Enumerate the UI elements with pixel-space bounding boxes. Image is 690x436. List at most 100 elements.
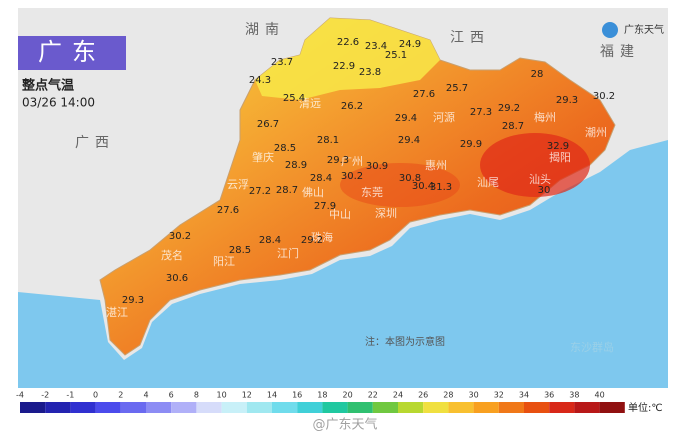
temperature: 30.8 — [399, 173, 421, 184]
temperature: 28.5 — [229, 245, 251, 256]
legend-swatch — [423, 402, 449, 413]
legend-swatch — [246, 402, 272, 413]
city-label: 潮州 — [585, 125, 607, 139]
temperature: 25.7 — [446, 83, 468, 94]
subtitle: 整点气温 — [21, 78, 74, 94]
temperature: 29.2 — [301, 235, 323, 246]
city-label: 河源 — [433, 110, 455, 124]
legend-tick: 30 — [469, 391, 479, 400]
title: 广东 — [38, 38, 106, 66]
warm-zone — [340, 163, 460, 207]
temperature: 31.3 — [430, 182, 452, 193]
legend-swatch — [146, 402, 172, 413]
legend-tick: 24 — [393, 391, 403, 400]
legend-swatch — [45, 402, 71, 413]
legend-swatch — [221, 402, 247, 413]
north-zone — [255, 18, 440, 100]
temperature: 28.7 — [502, 121, 524, 132]
temperature: 25.1 — [385, 50, 407, 61]
legend-swatch — [70, 402, 96, 413]
note: 注：本图为示意图 — [365, 335, 445, 348]
watermark: @广东天气 — [312, 417, 377, 433]
city-label: 中山 — [329, 208, 351, 221]
temperature: 30.2 — [341, 171, 363, 182]
temperature: 27.9 — [314, 201, 336, 212]
temperature: 28.4 — [310, 173, 332, 184]
legend-swatch — [196, 402, 222, 413]
province-label: 广西 — [75, 135, 115, 151]
temperature: 27.6 — [413, 89, 435, 100]
title-box — [18, 36, 126, 70]
city-label: 珠海 — [311, 230, 333, 244]
logo: 广东天气 — [624, 23, 664, 36]
temperature: 30 — [538, 185, 551, 196]
legend-tick: 20 — [343, 391, 353, 400]
hot-zone — [480, 133, 590, 197]
legend-tick: 18 — [317, 391, 327, 400]
temperature: 26.7 — [257, 119, 279, 130]
legend-tick: 38 — [569, 391, 579, 400]
legend-swatch — [171, 402, 197, 413]
temperature: 28.1 — [317, 135, 339, 146]
legend-swatch — [574, 402, 600, 413]
temperature: 27.6 — [217, 205, 239, 216]
legend-tick: 10 — [217, 391, 227, 400]
temperature: 30.2 — [169, 231, 191, 242]
city-label: 湛江 — [106, 306, 128, 319]
temperature: 23.7 — [271, 57, 293, 68]
city-label: 清远 — [299, 97, 321, 110]
legend-tick: 40 — [595, 391, 605, 400]
temperature: 28 — [531, 69, 544, 80]
province-label: 江西 — [450, 30, 490, 46]
legend-tick: 34 — [519, 391, 529, 400]
legend-tick: 6 — [169, 391, 174, 400]
city-label: 梅州 — [534, 110, 556, 124]
legend-tick: 22 — [368, 391, 378, 400]
temperature: 23.8 — [359, 67, 381, 78]
legend-swatch — [347, 402, 373, 413]
temperature: 28.7 — [276, 185, 298, 196]
legend-swatch — [498, 402, 524, 413]
city-label: 江门 — [277, 246, 299, 260]
temperature: 24.3 — [249, 75, 271, 86]
temperature: 28.5 — [274, 143, 296, 154]
legend-tick: -1 — [66, 391, 74, 400]
city-label: 阳江 — [213, 255, 235, 268]
legend-tick: 4 — [143, 391, 148, 400]
legend-swatch — [372, 402, 398, 413]
temperature: 29.3 — [122, 295, 144, 306]
legend-tick: 12 — [242, 391, 252, 400]
temperature: 25.4 — [283, 93, 305, 104]
province-label: 湖南 — [245, 22, 285, 38]
legend-swatch — [297, 402, 323, 413]
temperature: 30.9 — [366, 161, 388, 172]
legend-swatch — [272, 402, 298, 413]
legend-swatch — [599, 402, 625, 413]
city-label: 深圳 — [375, 207, 397, 220]
legend-swatch — [95, 402, 121, 413]
legend-tick: 8 — [194, 391, 199, 400]
legend-tick: 14 — [267, 391, 277, 400]
city-label: 肇庆 — [252, 150, 274, 164]
temperature: 23.4 — [365, 41, 387, 52]
city-label: 茂名 — [161, 248, 183, 262]
city-label: 广州 — [341, 155, 363, 168]
legend-tick: 26 — [418, 391, 428, 400]
temperature: 22.9 — [333, 61, 355, 72]
legend-swatch — [20, 402, 46, 413]
legend-tick: 36 — [544, 391, 554, 400]
temperature: 22.6 — [337, 37, 359, 48]
legend-swatch — [448, 402, 474, 413]
legend-tick: 2 — [118, 391, 123, 400]
temperature: 28.4 — [259, 235, 281, 246]
logo-icon — [602, 22, 618, 38]
temperature: 29.2 — [498, 103, 520, 114]
temperature: 29.3 — [556, 95, 578, 106]
legend-tick: 16 — [292, 391, 302, 400]
legend-tick: -2 — [41, 391, 49, 400]
temperature: 30.2 — [593, 91, 615, 102]
legend-swatch — [398, 402, 424, 413]
temperature: 32.9 — [547, 141, 569, 152]
